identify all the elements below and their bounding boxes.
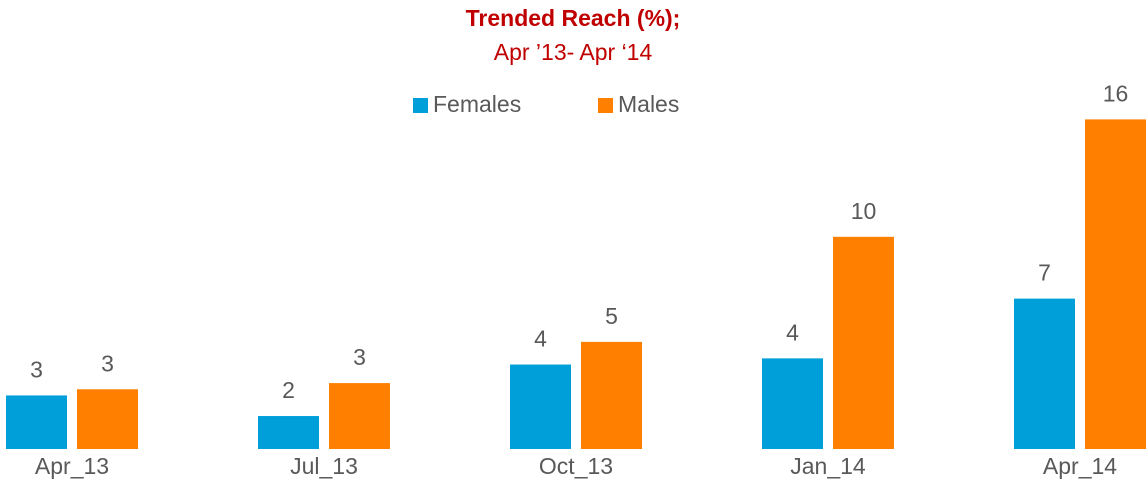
bar bbox=[1085, 119, 1146, 450]
legend-swatch bbox=[598, 98, 613, 113]
x-tick-label: Jan_14 bbox=[790, 453, 866, 479]
value-label: 2 bbox=[282, 377, 295, 403]
value-label: 3 bbox=[353, 344, 366, 370]
value-label: 4 bbox=[786, 319, 799, 345]
bar bbox=[581, 341, 642, 449]
bar bbox=[329, 383, 390, 449]
x-tick-label: Apr_13 bbox=[35, 453, 109, 479]
value-label: 5 bbox=[605, 303, 618, 329]
value-label: 7 bbox=[1038, 260, 1051, 286]
x-tick-label: Jul_13 bbox=[290, 453, 358, 479]
value-label: 3 bbox=[101, 350, 114, 376]
chart-subtitle: Apr ’13- Apr ‘14 bbox=[494, 39, 653, 65]
value-label: 10 bbox=[851, 198, 877, 224]
legend-label: Females bbox=[433, 91, 521, 117]
legend-swatch bbox=[413, 98, 428, 113]
chart-title: Trended Reach (%); bbox=[466, 5, 681, 31]
bar bbox=[510, 364, 571, 449]
value-label: 3 bbox=[30, 357, 43, 383]
x-tick-label: Oct_13 bbox=[539, 453, 613, 479]
value-label: 16 bbox=[1103, 80, 1129, 106]
value-label: 4 bbox=[534, 326, 547, 352]
bar bbox=[833, 236, 894, 449]
x-tick-label: Apr_14 bbox=[1043, 453, 1117, 479]
bar bbox=[1014, 298, 1075, 449]
bar bbox=[77, 389, 138, 449]
bar bbox=[762, 358, 823, 449]
bar bbox=[258, 416, 319, 449]
bar bbox=[6, 395, 67, 449]
legend-label: Males bbox=[618, 91, 679, 117]
